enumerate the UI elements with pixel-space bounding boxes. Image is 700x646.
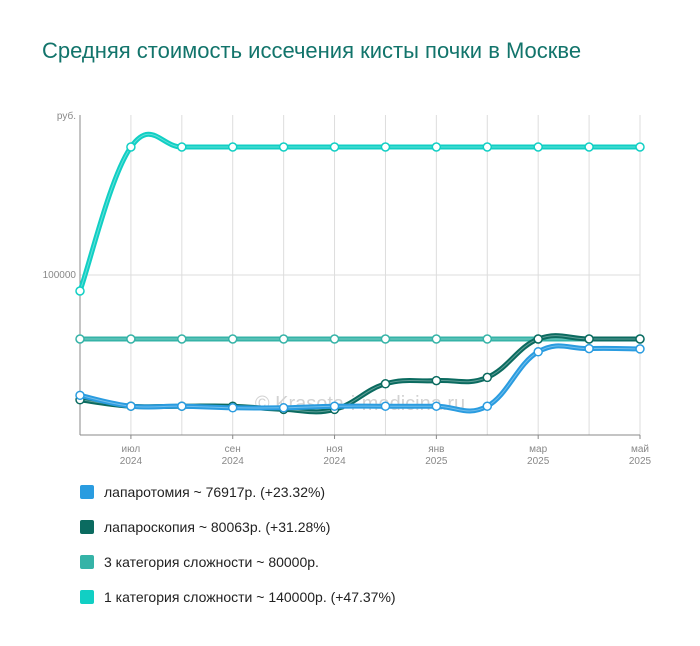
series-3-point[interactable] (431, 142, 442, 152)
legend-item-category-3[interactable]: 3 категория сложности ~ 80000р. (80, 552, 396, 572)
series-2-point[interactable] (584, 343, 594, 354)
x-tick-month: мар (529, 444, 547, 455)
series-2-point[interactable] (329, 401, 340, 411)
series-1-point[interactable] (635, 334, 645, 344)
x-tick-year: 2024 (222, 456, 245, 467)
series-1-point[interactable] (380, 379, 391, 389)
series-2-point[interactable] (380, 401, 391, 411)
series-3-point[interactable] (329, 142, 340, 152)
legend-label: лапаротомия ~ 76917р. (+23.32%) (104, 484, 326, 500)
series-2-group (75, 343, 645, 414)
series-0-point[interactable] (75, 334, 85, 344)
x-tick-year: 2025 (527, 456, 550, 467)
series-1-point[interactable] (431, 375, 442, 386)
series-3-point[interactable] (126, 142, 136, 152)
series-3-point[interactable] (75, 286, 85, 296)
chart-axes: руб. 100000 (43, 110, 640, 436)
series-0-point[interactable] (126, 334, 136, 344)
x-tick-month: янв (428, 444, 444, 455)
legend-label: 1 категория сложности ~ 140000р. (+47.37… (104, 589, 396, 605)
series-2-point[interactable] (278, 403, 289, 413)
x-tick-year: 2025 (425, 456, 448, 467)
chart-title: Средняя стоимость иссечения кисты почки … (42, 38, 582, 63)
series-3-point[interactable] (482, 142, 493, 152)
legend-label: 3 категория сложности ~ 80000р. (104, 554, 319, 570)
series-3-point[interactable] (635, 142, 645, 152)
series-2-point[interactable] (126, 401, 136, 411)
series-0-point[interactable] (482, 334, 493, 344)
series-group (75, 131, 645, 415)
series-0-point[interactable] (329, 334, 340, 344)
x-tick-month: ноя (326, 444, 343, 455)
series-3-point[interactable] (177, 142, 187, 152)
legend-label: лапароскопия ~ 80063р. (+31.28%) (104, 519, 331, 535)
series-2-point[interactable] (635, 344, 645, 354)
grid-lines (80, 115, 641, 435)
series-2-point[interactable] (533, 347, 543, 357)
series-1-point[interactable] (482, 372, 493, 383)
series-3-group (75, 131, 645, 296)
series-0-point[interactable] (177, 334, 187, 344)
series-0-point[interactable] (227, 334, 238, 344)
series-3-point[interactable] (533, 142, 543, 152)
series-3-line (77, 131, 643, 294)
legend-item-laparoscopy[interactable]: лапароскопия ~ 80063р. (+31.28%) (80, 517, 396, 537)
x-tick-year: 2025 (629, 456, 652, 467)
series-2-point[interactable] (431, 401, 442, 411)
legend-swatch (80, 485, 94, 499)
series-3-point[interactable] (584, 142, 594, 152)
legend-item-category-1[interactable]: 1 категория сложности ~ 140000р. (+47.37… (80, 587, 396, 607)
y-axis-unit-label: руб. (57, 110, 76, 122)
series-2-point[interactable] (227, 403, 238, 413)
x-tick-labels: июл2024сен2024ноя2024янв2025мар2025май20… (120, 435, 652, 467)
series-2-point[interactable] (177, 401, 187, 411)
legend: лапаротомия ~ 76917р. (+23.32%) лапароск… (80, 482, 396, 622)
legend-item-laparotomy[interactable]: лапаротомия ~ 76917р. (+23.32%) (80, 482, 396, 502)
legend-swatch (80, 520, 94, 534)
x-tick-month: сен (225, 444, 241, 455)
series-0-point[interactable] (431, 334, 442, 344)
series-1-point[interactable] (584, 334, 594, 344)
series-2-point[interactable] (482, 401, 493, 411)
chart-canvas: руб.100000 © Krasota-i-medicina.ru июл20… (43, 110, 652, 467)
series-3-line-highlight (79, 133, 640, 292)
series-3-point[interactable] (278, 142, 289, 152)
series-2-point[interactable] (75, 390, 85, 401)
legend-swatch (80, 590, 94, 604)
series-0-point[interactable] (380, 334, 391, 344)
x-tick-year: 2024 (120, 456, 143, 467)
legend-swatch (80, 555, 94, 569)
series-0-point[interactable] (278, 334, 289, 344)
x-tick-month: июл (122, 444, 141, 455)
series-3-point[interactable] (380, 142, 391, 152)
series-3-point[interactable] (227, 142, 238, 152)
x-tick-year: 2024 (323, 456, 346, 467)
series-1-point[interactable] (533, 334, 543, 344)
x-tick-month: май (631, 444, 649, 455)
y-tick-label: 100000 (43, 270, 77, 281)
